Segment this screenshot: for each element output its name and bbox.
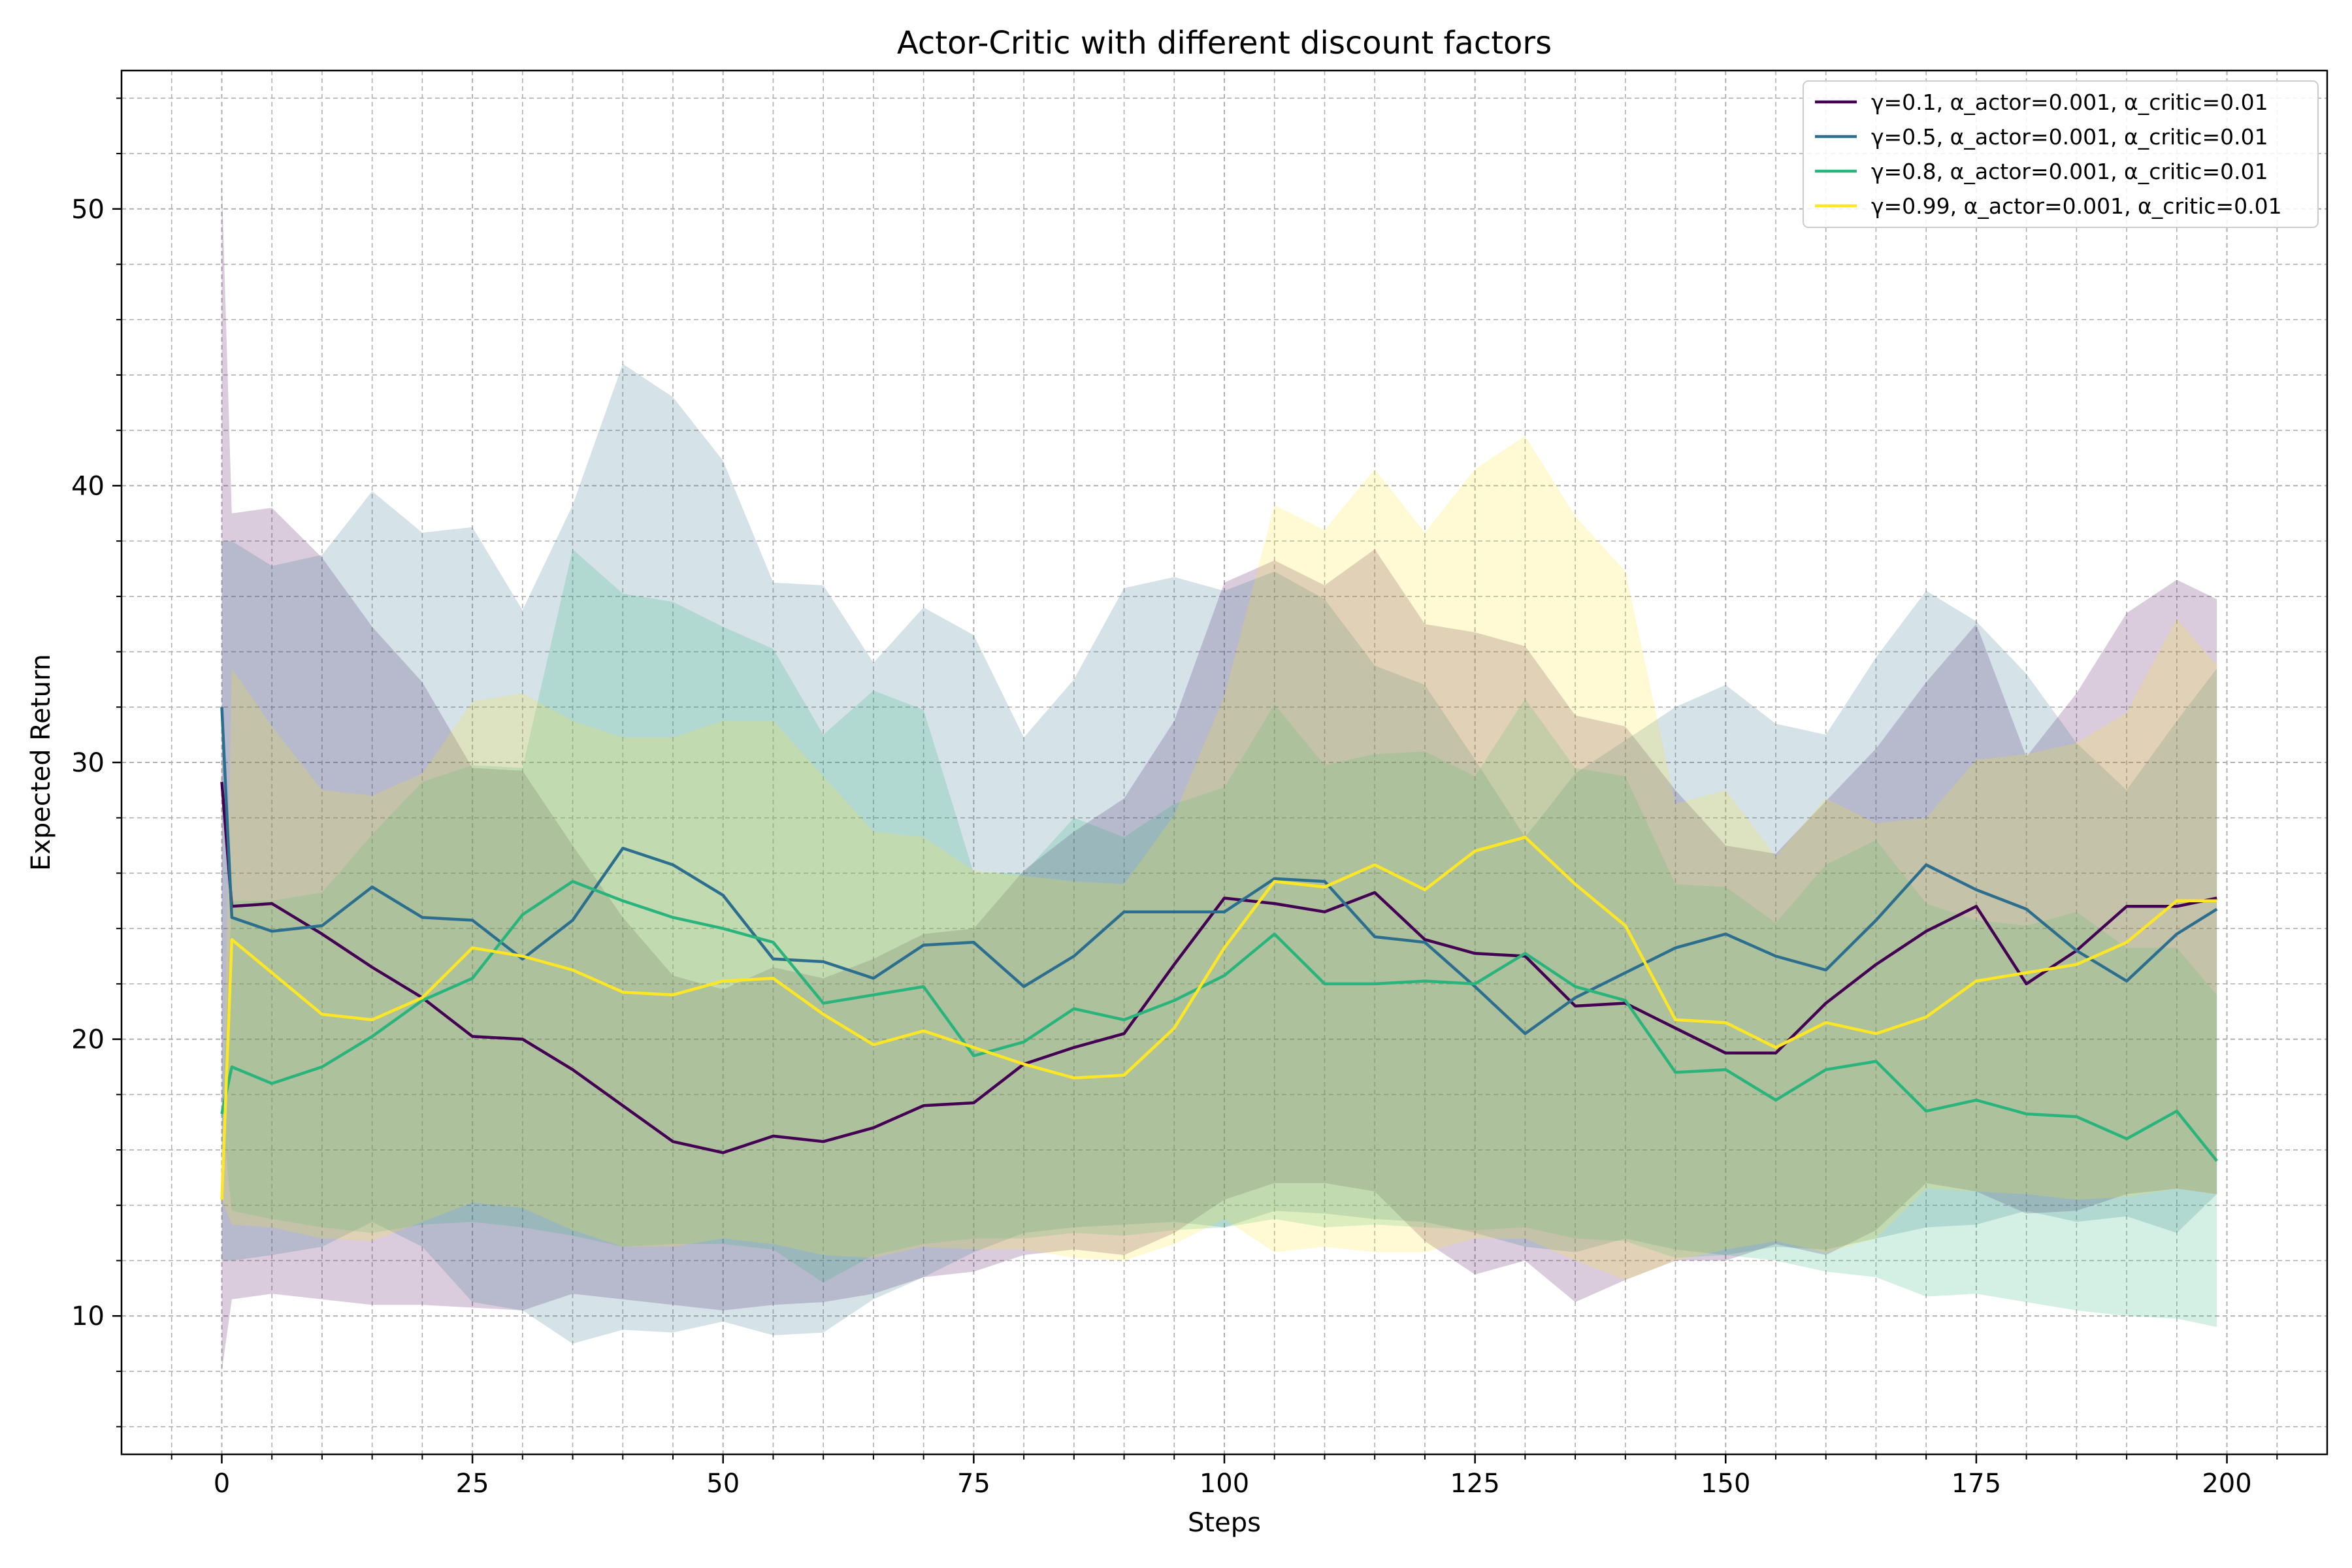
band-series-3 <box>221 549 2217 1328</box>
x-tick-label: 150 <box>1701 1469 1750 1499</box>
x-axis-label: Steps <box>1188 1508 1261 1538</box>
y-tick-label: 50 <box>71 195 105 225</box>
x-tick-label: 125 <box>1450 1469 1499 1499</box>
y-tick-label: 40 <box>71 471 105 501</box>
line-series-4 <box>220 836 2217 1200</box>
band-series-2 <box>221 364 2217 1344</box>
y-tick-label: 20 <box>71 1025 105 1055</box>
series-lines <box>220 707 2218 1200</box>
x-tick-label: 0 <box>214 1469 230 1499</box>
y-axis-label: Expected Return <box>26 654 56 871</box>
x-tick-label: 175 <box>1952 1469 2001 1499</box>
x-tick-label: 50 <box>706 1469 740 1499</box>
y-tick-label: 10 <box>71 1301 105 1331</box>
y-tick-label: 30 <box>71 748 105 778</box>
legend-box <box>1803 80 2319 228</box>
x-tick-label: 75 <box>957 1469 990 1499</box>
band-series-1 <box>221 181 2217 1371</box>
chart-title: Actor-Critic with different discount fac… <box>897 25 1552 61</box>
legend-label-1: γ=0.1, α_actor=0.001, α_critic=0.01 <box>1871 90 2268 115</box>
legend-label-2: γ=0.5, α_actor=0.001, α_critic=0.01 <box>1871 124 2268 150</box>
x-tick-label: 25 <box>456 1469 489 1499</box>
line-series-1 <box>220 781 2217 1154</box>
legend-label-3: γ=0.8, α_actor=0.001, α_critic=0.01 <box>1871 159 2268 184</box>
line-series-2 <box>220 707 2218 1036</box>
legend: γ=0.1, α_actor=0.001, α_critic=0.01 γ=0.5… <box>1803 80 2319 228</box>
grid <box>122 71 2327 1454</box>
axes: 0 25 50 75 100 125 150 175 200 10 20 30 40 50 <box>71 69 2328 1499</box>
confidence-bands <box>221 181 2217 1371</box>
x-tick-label: 100 <box>1200 1469 1249 1499</box>
x-tick-label: 200 <box>2202 1469 2251 1499</box>
legend-label-4: γ=0.99, α_actor=0.001, α_critic=0.01 <box>1871 193 2282 219</box>
